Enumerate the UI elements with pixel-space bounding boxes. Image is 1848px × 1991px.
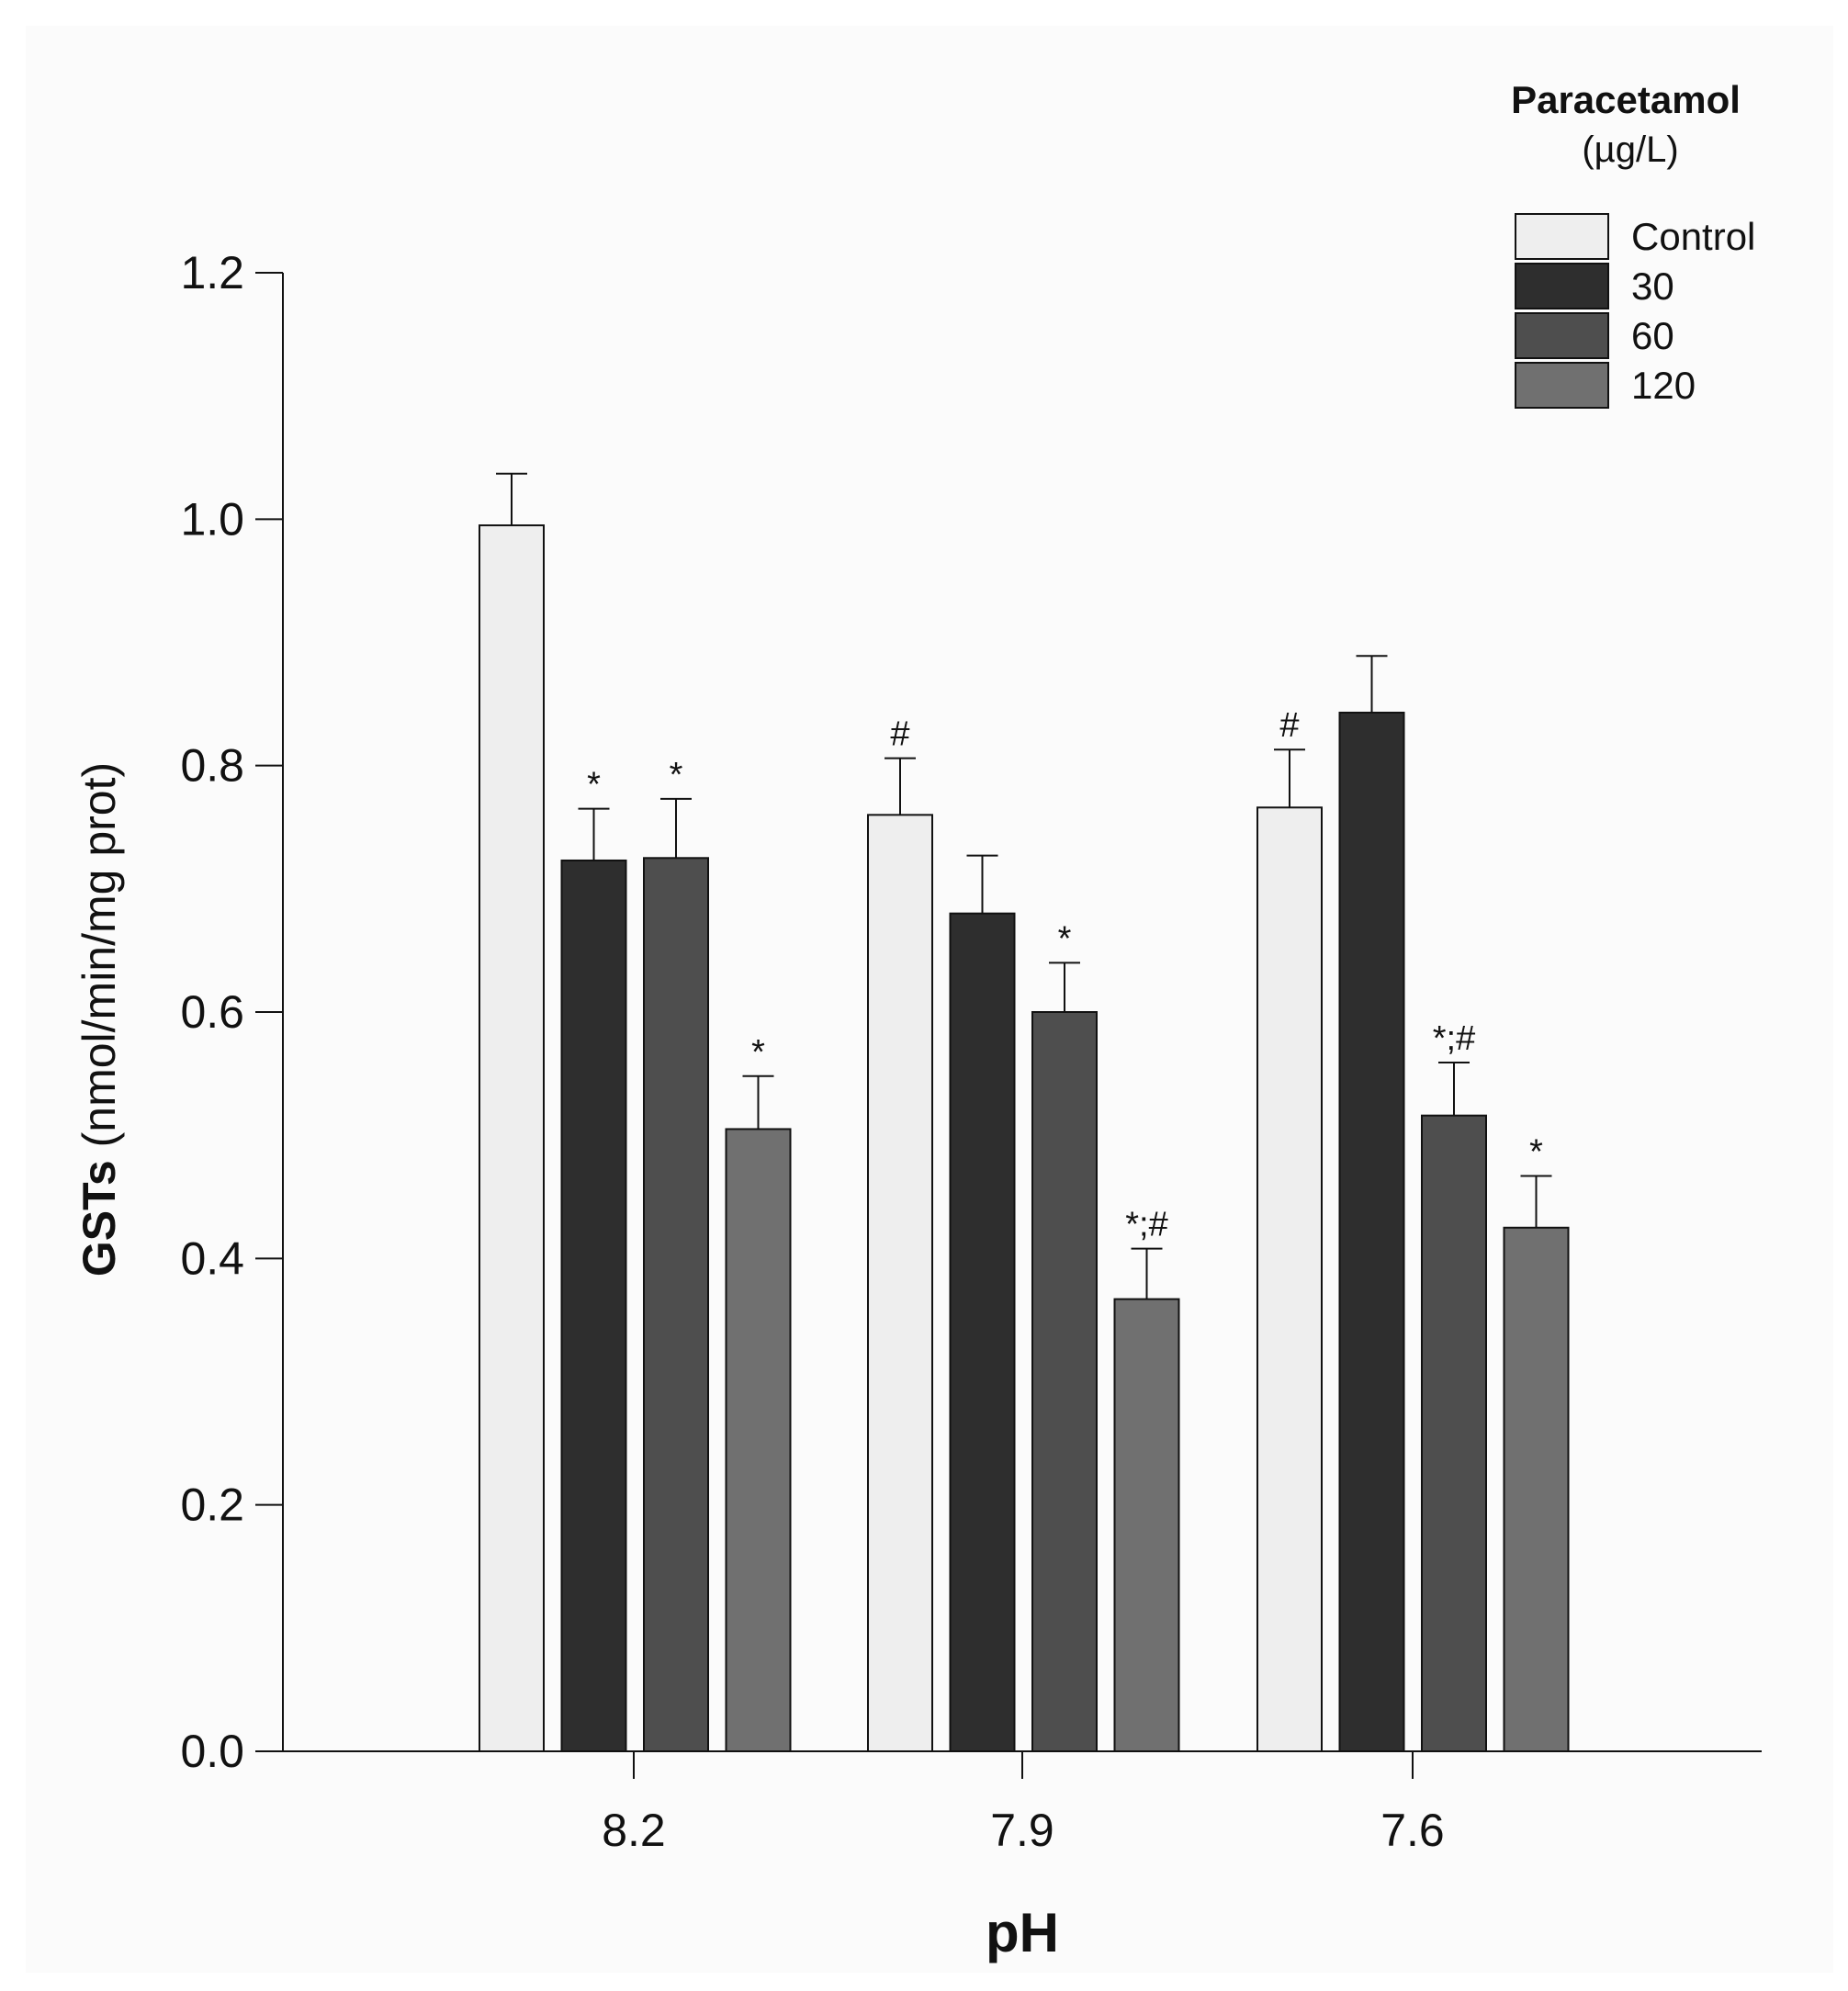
bar [643, 857, 709, 1752]
x-tick-label: 7.9 [990, 1805, 1054, 1856]
y-tick-label: 0.6 [180, 986, 244, 1038]
significance-annotation: * [587, 766, 601, 804]
legend-title: Paracetamol [1511, 78, 1741, 121]
y-tick-label: 1.0 [180, 493, 244, 545]
bar [1503, 1226, 1570, 1752]
bar [1113, 1298, 1180, 1752]
significance-annotation: * [751, 1033, 765, 1072]
bar [1338, 711, 1405, 1752]
x-axis: 8.2 7.9 7.6 [283, 1750, 1762, 1856]
bar [949, 912, 1016, 1752]
legend-label: 30 [1631, 264, 1674, 308]
legend-swatch [1515, 312, 1609, 359]
bars-group: # # * * * *;# * *;# * [479, 472, 1570, 1753]
legend-swatch [1515, 263, 1609, 309]
y-tick-label: 0.2 [180, 1479, 244, 1531]
significance-annotation: # [890, 715, 909, 754]
bar [560, 859, 627, 1752]
legend-subtitle: (µg/L) [1582, 129, 1678, 170]
y-axis-title-bold: GSTs [73, 1160, 125, 1277]
legend-swatch [1515, 213, 1609, 260]
legend-swatch [1515, 362, 1609, 409]
significance-annotation: *;# [1433, 1019, 1475, 1058]
significance-annotation: * [1529, 1132, 1543, 1171]
legend-label: Control [1631, 215, 1755, 258]
significance-annotation: * [670, 756, 683, 794]
significance-annotation: *;# [1125, 1206, 1167, 1244]
x-tick-label: 8.2 [602, 1805, 666, 1856]
bar [479, 524, 545, 1753]
y-tick-label: 0.0 [180, 1726, 244, 1777]
y-axis: 0.0 0.2 0.4 0.6 0.8 1.0 1.2 [180, 247, 284, 1777]
bar [1421, 1114, 1487, 1752]
y-tick-label: 1.2 [180, 247, 244, 298]
significance-annotation: # [1279, 706, 1299, 745]
bar [1256, 806, 1323, 1752]
y-axis-title-units: (nmol/min/mg prot) [73, 762, 125, 1160]
bar [1031, 1011, 1098, 1752]
significance-annotation: * [1058, 919, 1072, 958]
bar [725, 1128, 792, 1753]
bar [867, 814, 933, 1752]
legend-label: 60 [1631, 314, 1674, 357]
legend-label: 120 [1631, 364, 1696, 407]
y-tick-label: 0.8 [180, 740, 244, 792]
x-tick-label: 7.6 [1380, 1805, 1445, 1856]
x-axis-title: pH [986, 1902, 1059, 1963]
legend: Paracetamol (µg/L) Control 30 60 120 [1511, 78, 1755, 409]
y-axis-title: GSTs (nmol/min/mg prot) [73, 762, 125, 1277]
y-tick-label: 0.4 [180, 1232, 244, 1284]
legend-items: Control 30 60 120 [1515, 213, 1755, 409]
